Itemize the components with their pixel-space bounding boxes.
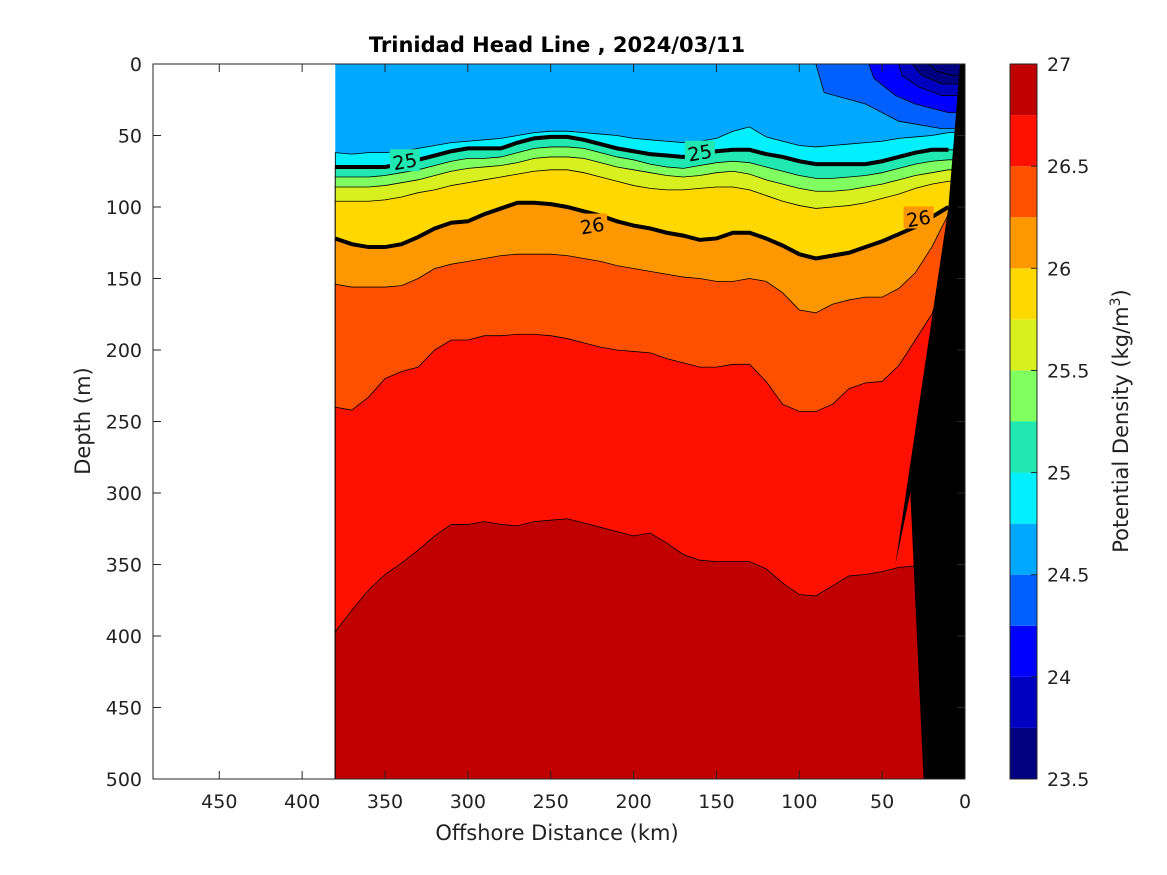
colorbar-swatch (1010, 268, 1037, 320)
x-tick-label: 350 (367, 791, 403, 813)
colorbar-swatch (1010, 319, 1037, 371)
isopycnal-26 (334, 200, 950, 261)
y-tick-label: 50 (118, 126, 142, 148)
colorbar-frame (1009, 63, 1038, 780)
colorbar-tick-label: 27 (1047, 54, 1071, 76)
contour-label-bg (389, 149, 420, 172)
x-tick-label: 250 (533, 791, 569, 813)
colorbar-swatch (1010, 166, 1037, 218)
bottom-topography (895, 64, 965, 779)
y-tick-label: 150 (106, 269, 142, 291)
colorbar-swatch (1010, 421, 1037, 473)
x-tick-label: 50 (870, 791, 894, 813)
density-band-26.75 (334, 492, 965, 779)
y-tick-label: 500 (106, 769, 142, 791)
y-tick-label: 0 (130, 54, 142, 76)
y-tick-label: 400 (106, 626, 142, 648)
contour-label: 26 (578, 214, 606, 240)
colorbar-swatch (1010, 625, 1037, 677)
colorbar-label: Potential Density (kg/m3) (1108, 289, 1133, 553)
colorbar-swatch (1010, 727, 1037, 779)
chart-title: Trinidad Head Line , 2024/03/11 (369, 33, 745, 57)
colorbar-swatch (1010, 64, 1037, 116)
colorbar-swatch (1010, 523, 1037, 575)
colorbar-tick-label: 26 (1047, 258, 1071, 280)
colorbar: 23.5 24 24.5 25 25.5 26 26.5 27 (1009, 54, 1089, 791)
x-tick-label: 200 (615, 791, 651, 813)
plot-frame (152, 63, 966, 780)
x-tick-label: 150 (698, 791, 734, 813)
isopycnal-25 (335, 134, 949, 169)
colorbar-tick-label: 24.5 (1047, 565, 1089, 587)
colorbar-swatch (1010, 115, 1037, 167)
x-tick-label: 400 (284, 791, 320, 813)
contour-label-bg (684, 140, 715, 163)
x-axis-label: Offshore Distance (km) (435, 821, 678, 845)
contour-label: 25 (391, 149, 419, 175)
contour-label-bg (577, 213, 608, 236)
colorbar-tick-label: 25 (1047, 463, 1071, 485)
x-axis: 450 400 350 300 250 200 150 100 50 0 (201, 64, 971, 813)
colorbar-swatch (1010, 217, 1037, 269)
x-tick-label: 100 (781, 791, 817, 813)
colorbar-swatch (1010, 472, 1037, 524)
y-axis-label: Depth (m) (71, 367, 95, 474)
y-tick-label: 450 (106, 698, 142, 720)
colorbar-swatch (1010, 676, 1037, 728)
colorbar-tick-label: 26.5 (1047, 156, 1089, 178)
contour-label-bg (903, 206, 934, 229)
y-tick-label: 200 (106, 340, 142, 362)
y-axis: 0 50 100 150 200 250 300 350 400 450 500 (106, 54, 965, 791)
contour-label: 25 (686, 141, 714, 167)
colorbar-tick-label: 25.5 (1047, 360, 1089, 382)
contour-label: 26 (905, 206, 933, 232)
x-tick-label: 450 (201, 791, 237, 813)
y-tick-label: 300 (106, 483, 142, 505)
colorbar-tick-label: 24 (1047, 667, 1071, 689)
colorbar-swatch (1010, 370, 1037, 422)
x-tick-label: 300 (450, 791, 486, 813)
colorbar-tick-label: 23.5 (1047, 769, 1089, 791)
y-tick-label: 350 (106, 555, 142, 577)
colorbar-swatch (1010, 574, 1037, 626)
surface-band-23.5 (927, 64, 965, 76)
x-tick-label: 0 (959, 791, 971, 813)
y-tick-label: 250 (106, 412, 142, 434)
y-tick-label: 100 (106, 197, 142, 219)
